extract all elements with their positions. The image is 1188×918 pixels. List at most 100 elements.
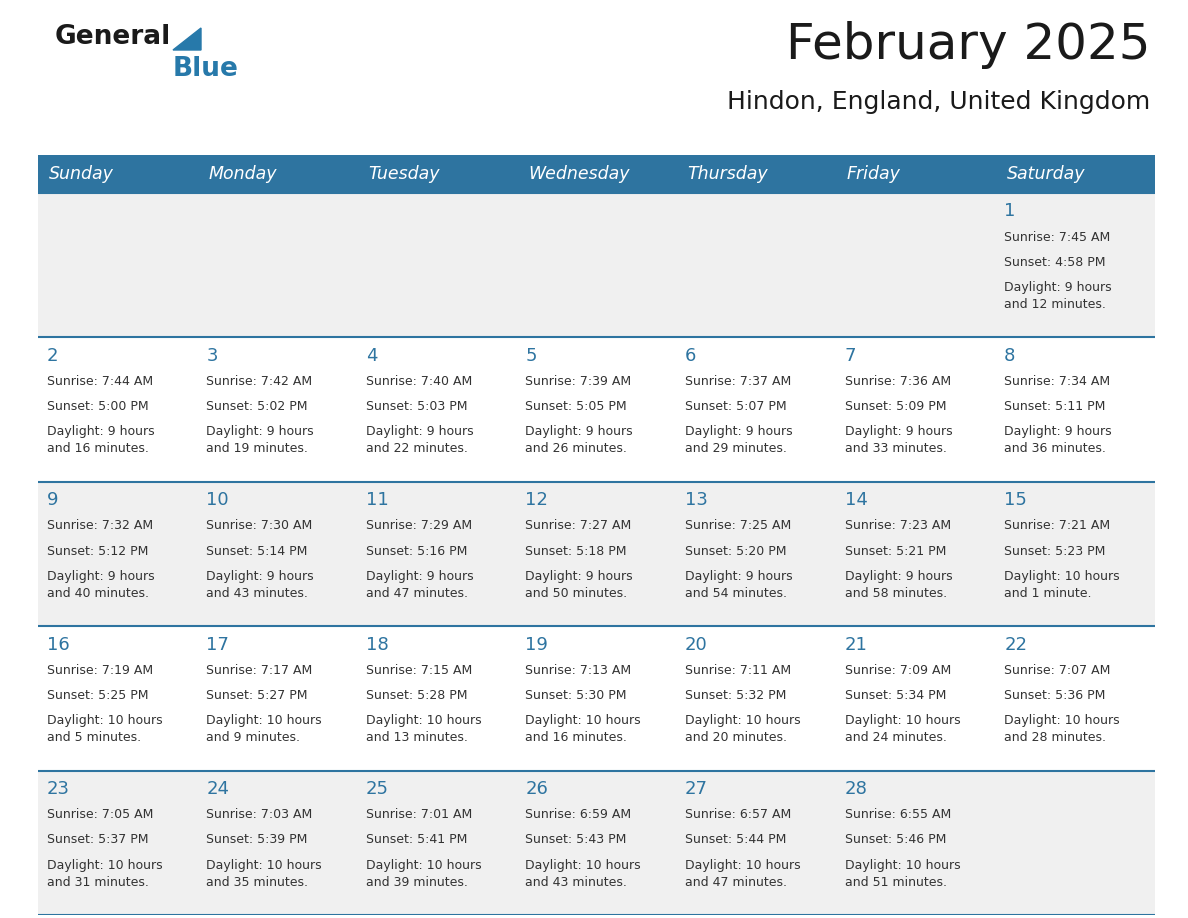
FancyBboxPatch shape [358,338,517,482]
Text: Daylight: 9 hours
and 33 minutes.: Daylight: 9 hours and 33 minutes. [845,425,953,455]
Text: Daylight: 9 hours
and 29 minutes.: Daylight: 9 hours and 29 minutes. [685,425,792,455]
Text: Daylight: 10 hours
and 24 minutes.: Daylight: 10 hours and 24 minutes. [845,714,960,744]
Text: 12: 12 [525,491,549,509]
Text: 22: 22 [1004,635,1028,654]
Text: Sunrise: 7:17 AM: Sunrise: 7:17 AM [207,664,312,677]
Text: Daylight: 9 hours
and 43 minutes.: Daylight: 9 hours and 43 minutes. [207,570,314,599]
Text: Sunset: 5:25 PM: Sunset: 5:25 PM [46,689,148,702]
Text: 21: 21 [845,635,867,654]
Text: Sunrise: 6:55 AM: Sunrise: 6:55 AM [845,808,950,821]
Text: 28: 28 [845,780,867,798]
Text: Sunrise: 7:45 AM: Sunrise: 7:45 AM [1004,230,1111,243]
Text: Sunset: 5:44 PM: Sunset: 5:44 PM [685,834,786,846]
FancyBboxPatch shape [996,482,1155,626]
Text: Sunrise: 7:03 AM: Sunrise: 7:03 AM [207,808,312,821]
Text: Daylight: 10 hours
and 28 minutes.: Daylight: 10 hours and 28 minutes. [1004,714,1120,744]
Text: Daylight: 9 hours
and 40 minutes.: Daylight: 9 hours and 40 minutes. [46,570,154,599]
FancyBboxPatch shape [358,193,517,338]
Text: 8: 8 [1004,347,1016,364]
Text: 4: 4 [366,347,378,364]
FancyBboxPatch shape [38,193,197,338]
Text: Sunrise: 7:09 AM: Sunrise: 7:09 AM [845,664,950,677]
FancyBboxPatch shape [676,482,836,626]
FancyBboxPatch shape [197,338,358,482]
Text: Daylight: 9 hours
and 54 minutes.: Daylight: 9 hours and 54 minutes. [685,570,792,599]
Text: Sunset: 5:11 PM: Sunset: 5:11 PM [1004,400,1106,413]
Text: Saturday: Saturday [1006,165,1085,183]
Text: Sunrise: 6:59 AM: Sunrise: 6:59 AM [525,808,632,821]
Text: 2: 2 [46,347,58,364]
Text: Sunrise: 7:30 AM: Sunrise: 7:30 AM [207,520,312,532]
FancyBboxPatch shape [197,770,358,915]
Text: Daylight: 9 hours
and 19 minutes.: Daylight: 9 hours and 19 minutes. [207,425,314,455]
Text: Daylight: 9 hours
and 12 minutes.: Daylight: 9 hours and 12 minutes. [1004,281,1112,311]
Text: Daylight: 10 hours
and 13 minutes.: Daylight: 10 hours and 13 minutes. [366,714,481,744]
Text: Sunset: 5:21 PM: Sunset: 5:21 PM [845,544,946,557]
FancyBboxPatch shape [517,770,676,915]
FancyBboxPatch shape [197,482,358,626]
Text: 17: 17 [207,635,229,654]
Text: Blue: Blue [173,56,239,82]
Text: Daylight: 10 hours
and 51 minutes.: Daylight: 10 hours and 51 minutes. [845,858,960,889]
Text: Monday: Monday [209,165,277,183]
Text: 16: 16 [46,635,70,654]
Text: 3: 3 [207,347,217,364]
Text: Sunset: 5:27 PM: Sunset: 5:27 PM [207,689,308,702]
Text: Daylight: 9 hours
and 16 minutes.: Daylight: 9 hours and 16 minutes. [46,425,154,455]
FancyBboxPatch shape [836,193,996,338]
Text: 27: 27 [685,780,708,798]
Text: Sunset: 5:03 PM: Sunset: 5:03 PM [366,400,467,413]
FancyBboxPatch shape [197,155,358,193]
Text: Sunrise: 7:42 AM: Sunrise: 7:42 AM [207,375,312,388]
Text: Sunset: 5:20 PM: Sunset: 5:20 PM [685,544,786,557]
Text: General: General [55,24,171,50]
FancyBboxPatch shape [996,155,1155,193]
Text: Sunrise: 7:21 AM: Sunrise: 7:21 AM [1004,520,1111,532]
Text: Sunset: 5:07 PM: Sunset: 5:07 PM [685,400,786,413]
Text: 25: 25 [366,780,388,798]
Text: 18: 18 [366,635,388,654]
Text: Daylight: 10 hours
and 1 minute.: Daylight: 10 hours and 1 minute. [1004,570,1120,599]
Text: Daylight: 10 hours
and 9 minutes.: Daylight: 10 hours and 9 minutes. [207,714,322,744]
Text: 11: 11 [366,491,388,509]
Text: Sunset: 5:37 PM: Sunset: 5:37 PM [46,834,148,846]
FancyBboxPatch shape [197,626,358,770]
Text: Sunset: 5:39 PM: Sunset: 5:39 PM [207,834,308,846]
FancyBboxPatch shape [38,770,197,915]
Text: February 2025: February 2025 [785,21,1150,69]
Text: Sunrise: 7:13 AM: Sunrise: 7:13 AM [525,664,632,677]
Text: Sunrise: 7:27 AM: Sunrise: 7:27 AM [525,520,632,532]
Text: Sunrise: 7:36 AM: Sunrise: 7:36 AM [845,375,950,388]
Text: Daylight: 10 hours
and 5 minutes.: Daylight: 10 hours and 5 minutes. [46,714,163,744]
Text: Daylight: 10 hours
and 39 minutes.: Daylight: 10 hours and 39 minutes. [366,858,481,889]
FancyBboxPatch shape [676,193,836,338]
Text: Daylight: 9 hours
and 26 minutes.: Daylight: 9 hours and 26 minutes. [525,425,633,455]
Text: Sunrise: 7:39 AM: Sunrise: 7:39 AM [525,375,632,388]
Text: Sunrise: 7:34 AM: Sunrise: 7:34 AM [1004,375,1111,388]
FancyBboxPatch shape [676,770,836,915]
Text: Sunset: 5:14 PM: Sunset: 5:14 PM [207,544,308,557]
FancyBboxPatch shape [996,626,1155,770]
Text: Sunrise: 7:44 AM: Sunrise: 7:44 AM [46,375,153,388]
FancyBboxPatch shape [836,155,996,193]
Text: Sunrise: 7:11 AM: Sunrise: 7:11 AM [685,664,791,677]
Text: Sunset: 5:32 PM: Sunset: 5:32 PM [685,689,786,702]
Text: 20: 20 [685,635,708,654]
Text: 7: 7 [845,347,857,364]
Text: 13: 13 [685,491,708,509]
Text: Sunrise: 7:25 AM: Sunrise: 7:25 AM [685,520,791,532]
Text: Sunset: 5:41 PM: Sunset: 5:41 PM [366,834,467,846]
FancyBboxPatch shape [996,770,1155,915]
Text: Daylight: 10 hours
and 47 minutes.: Daylight: 10 hours and 47 minutes. [685,858,801,889]
FancyBboxPatch shape [836,482,996,626]
Text: Sunset: 5:18 PM: Sunset: 5:18 PM [525,544,627,557]
FancyBboxPatch shape [358,770,517,915]
FancyBboxPatch shape [996,338,1155,482]
FancyBboxPatch shape [517,193,676,338]
Text: Daylight: 10 hours
and 16 minutes.: Daylight: 10 hours and 16 minutes. [525,714,642,744]
FancyBboxPatch shape [38,482,197,626]
Text: Sunrise: 7:07 AM: Sunrise: 7:07 AM [1004,664,1111,677]
Text: 5: 5 [525,347,537,364]
Text: Friday: Friday [847,165,901,183]
Text: Wednesday: Wednesday [527,165,630,183]
